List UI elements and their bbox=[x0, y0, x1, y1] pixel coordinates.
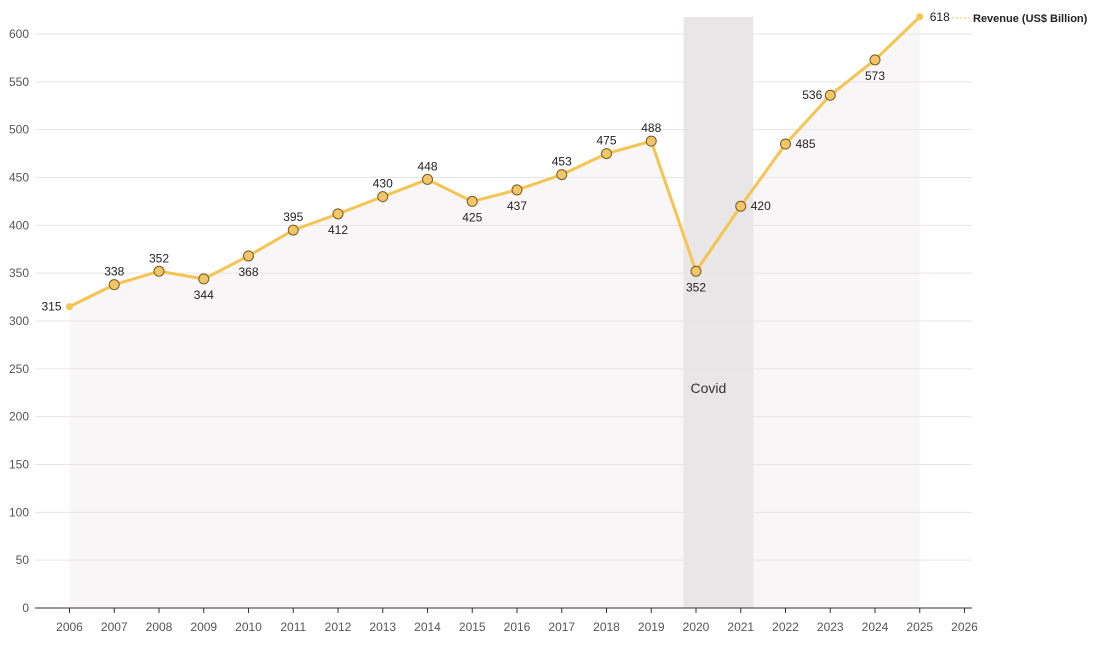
data-label: 368 bbox=[238, 265, 258, 279]
x-tick-label: 2018 bbox=[593, 620, 620, 634]
data-label: 395 bbox=[283, 210, 303, 224]
data-label: 437 bbox=[507, 199, 527, 213]
x-tick-label: 2007 bbox=[101, 620, 128, 634]
data-label: 352 bbox=[686, 280, 706, 294]
data-labels-layer: 315 338 352 344 368 395 412 430 448 425 437 453 475 4… bbox=[41, 10, 950, 314]
data-point bbox=[243, 250, 254, 262]
covid-band bbox=[683, 17, 754, 608]
covid-band-layer: Covid bbox=[683, 17, 754, 608]
data-label: 448 bbox=[417, 159, 437, 173]
y-tick-label: 450 bbox=[9, 171, 29, 185]
data-label: 475 bbox=[596, 134, 616, 148]
data-label: 618 bbox=[930, 10, 950, 24]
data-point bbox=[287, 224, 299, 236]
grid-layer bbox=[35, 33, 972, 561]
y-tick-label: 200 bbox=[9, 410, 29, 424]
y-tick-label: 100 bbox=[9, 505, 29, 519]
axes-layer: 0 50 100 150 200 250 300 350 400 450 500 550 600 2006… bbox=[9, 27, 978, 634]
y-tick-label: 150 bbox=[9, 458, 29, 472]
x-tick-label: 2025 bbox=[906, 620, 933, 634]
data-label: 352 bbox=[149, 251, 169, 265]
legend-label: Revenue (US$ Billion) bbox=[973, 13, 1088, 25]
points-layer bbox=[66, 13, 924, 311]
x-tick-label: 2006 bbox=[56, 620, 83, 634]
x-tick-label: 2011 bbox=[280, 620, 306, 634]
x-tick-label: 2022 bbox=[772, 620, 799, 634]
y-tick-label: 400 bbox=[9, 218, 29, 232]
data-label: 453 bbox=[552, 155, 572, 169]
x-tick-label: 2012 bbox=[325, 620, 352, 634]
y-tick-label: 500 bbox=[9, 123, 29, 137]
series-line bbox=[68, 15, 922, 309]
x-tick-label: 2009 bbox=[190, 620, 217, 634]
covid-band-label: Covid bbox=[691, 380, 727, 396]
data-point bbox=[601, 148, 612, 160]
series-line-layer bbox=[68, 15, 922, 309]
data-point bbox=[511, 184, 523, 196]
data-point bbox=[332, 208, 344, 220]
data-label: 430 bbox=[373, 177, 393, 191]
x-tick-label: 2014 bbox=[414, 620, 441, 634]
area-layer bbox=[69, 16, 920, 608]
data-point bbox=[466, 195, 478, 207]
data-point bbox=[780, 138, 791, 150]
x-tick-label: 2023 bbox=[817, 620, 844, 634]
x-tick-label: 2026 bbox=[951, 620, 978, 634]
data-point bbox=[422, 173, 433, 185]
data-point bbox=[66, 303, 73, 311]
data-point bbox=[153, 265, 165, 277]
data-point bbox=[916, 13, 924, 21]
data-label: 412 bbox=[328, 223, 348, 237]
x-tick-label: 2016 bbox=[504, 620, 531, 634]
x-tick-label: 2020 bbox=[683, 620, 710, 634]
legend[interactable]: Revenue (US$ Billion) bbox=[952, 13, 1088, 25]
y-tick-label: 50 bbox=[16, 553, 30, 567]
x-tick-label: 2017 bbox=[548, 620, 575, 634]
data-point bbox=[377, 191, 389, 203]
data-label: 485 bbox=[796, 137, 816, 151]
x-tick-label: 2015 bbox=[459, 620, 486, 634]
data-point bbox=[824, 89, 836, 101]
x-tick-label: 2019 bbox=[638, 620, 665, 634]
y-tick-label: 250 bbox=[9, 362, 29, 376]
data-label: 315 bbox=[41, 300, 61, 314]
y-tick-label: 300 bbox=[9, 314, 29, 328]
data-point bbox=[108, 279, 120, 291]
data-label: 338 bbox=[104, 265, 124, 279]
data-label: 425 bbox=[462, 210, 482, 224]
x-tick-label: 2024 bbox=[862, 620, 889, 634]
data-point bbox=[690, 265, 702, 277]
y-tick-label: 550 bbox=[9, 75, 29, 89]
data-label: 573 bbox=[865, 69, 885, 83]
x-tick-label: 2021 bbox=[727, 620, 754, 634]
data-point bbox=[645, 135, 657, 147]
x-tick-label: 2010 bbox=[235, 620, 262, 634]
y-tick-label: 350 bbox=[9, 266, 29, 280]
data-point bbox=[869, 54, 881, 66]
data-label: 420 bbox=[751, 199, 771, 213]
data-label: 488 bbox=[641, 121, 661, 135]
data-point bbox=[735, 200, 747, 212]
y-tick-label: 0 bbox=[22, 601, 29, 615]
y-tick-label: 600 bbox=[9, 27, 29, 41]
series-area bbox=[69, 16, 920, 608]
data-point bbox=[556, 169, 568, 181]
data-point bbox=[198, 273, 210, 285]
x-tick-label: 2008 bbox=[146, 620, 173, 634]
data-label: 536 bbox=[802, 88, 822, 102]
x-tick-label: 2013 bbox=[369, 620, 396, 634]
data-label: 344 bbox=[194, 288, 214, 302]
